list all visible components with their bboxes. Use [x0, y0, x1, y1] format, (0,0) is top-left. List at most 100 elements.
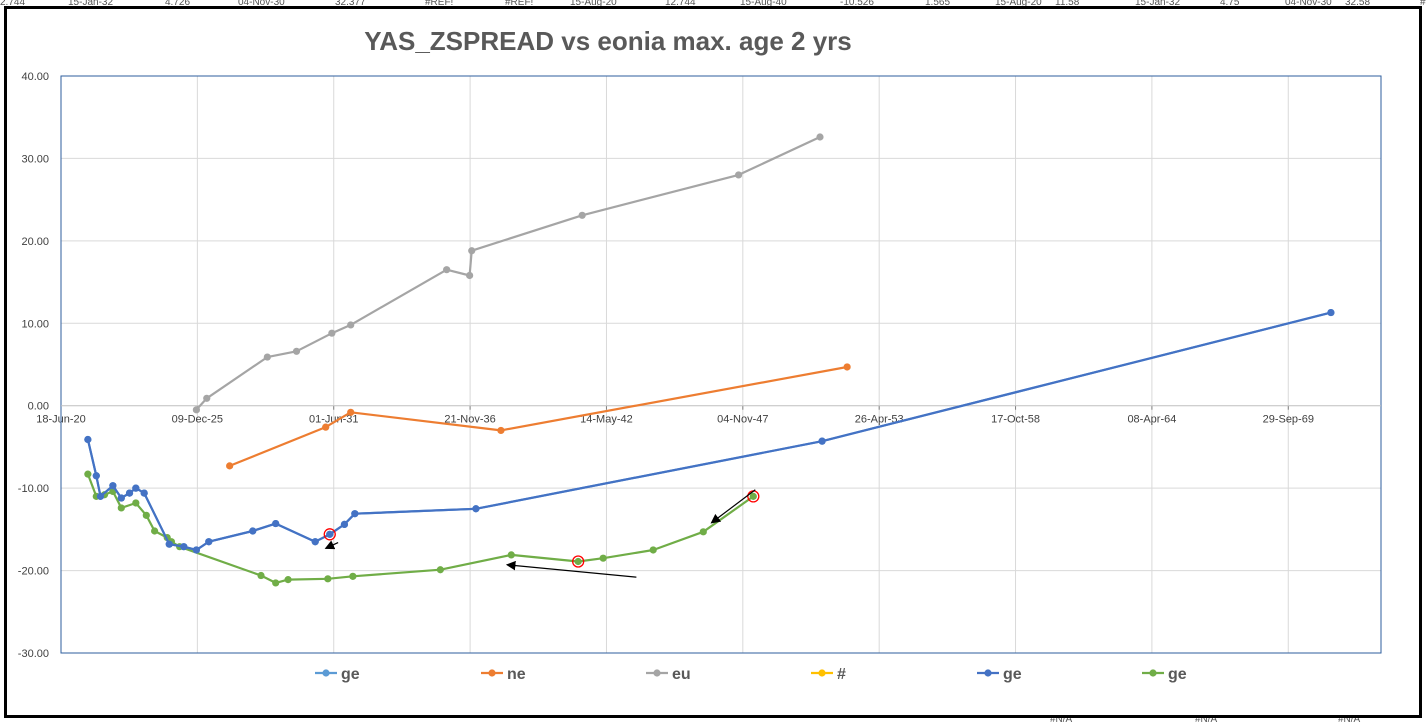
sheet-cell: 32.377 [335, 0, 366, 8]
data-point [292, 347, 301, 355]
data-point [263, 353, 271, 361]
data-point [192, 406, 201, 414]
data-point [272, 519, 280, 528]
data-point [349, 572, 357, 580]
data-point [92, 472, 100, 480]
sheet-cell: 15-Aug-20 [995, 0, 1042, 8]
legend-label: ne [507, 666, 526, 683]
line-chart: YAS_ZSPREAD vs eonia max. age 2 yrs 40.00… [18, 26, 1382, 683]
y-tick-label: 20.00 [21, 236, 49, 248]
data-point [192, 546, 201, 554]
data-point [326, 530, 334, 538]
series-ge-blue [84, 308, 1335, 554]
x-tick-label: 08-Apr-64 [1127, 414, 1176, 426]
series-ge-lightblue [84, 308, 1335, 554]
data-point [109, 482, 117, 490]
data-point [734, 171, 743, 179]
chart-frame[interactable]: YAS_ZSPREAD vs eonia max. age 2 yrs 40.00… [4, 6, 1422, 718]
series-line [86, 311, 1332, 552]
x-tick-label: 09-Dec-25 [172, 414, 223, 426]
data-point [117, 494, 125, 502]
series-line [86, 473, 754, 585]
data-point [226, 462, 234, 470]
x-tick-label: 01-Jun-31 [309, 414, 359, 426]
data-point [132, 499, 140, 507]
spreadsheet-row-background: 2.744 15-Jan-32 4.726 04-Nov-30 32.377 #REF! #… [0, 0, 1428, 8]
y-tick-label: -10.00 [18, 483, 49, 495]
sheet-cell: 1.565 [925, 0, 951, 8]
x-tick-label: 26-Apr-53 [855, 414, 904, 426]
sheet-cell: #N/A [1338, 716, 1361, 724]
legend-marker [1149, 669, 1157, 677]
sheet-cell: 15-Aug-20 [570, 0, 617, 8]
series-ne-orange [226, 363, 851, 470]
legend-item[interactable]: ge [1142, 666, 1187, 683]
data-point [151, 527, 159, 535]
legend-label: # [837, 666, 846, 683]
sheet-cell: 12.744 [665, 0, 696, 8]
sheet-cell: 15-Jan-32 [1135, 0, 1181, 8]
legend-marker [322, 669, 330, 677]
data-point [142, 511, 150, 519]
data-point [699, 528, 707, 536]
data-point [257, 571, 265, 580]
sheet-cell: # [1420, 0, 1426, 8]
plot-area-border [60, 75, 1382, 654]
data-point [468, 247, 476, 255]
data-point [347, 408, 355, 416]
data-point [472, 505, 480, 513]
series-line [195, 136, 821, 411]
data-point [328, 329, 336, 337]
legend-marker [488, 669, 496, 677]
legend-item[interactable]: ge [977, 666, 1022, 683]
data-point [466, 271, 474, 280]
x-tick-label: 21-Nov-36 [444, 414, 495, 426]
sheet-cell: 15-Jan-32 [68, 0, 114, 8]
data-point [443, 266, 451, 274]
x-tick-label: 14-May-42 [580, 414, 633, 426]
data-point [574, 557, 582, 566]
highlight-ring [572, 555, 585, 568]
sheet-cell: 04-Nov-30 [1285, 0, 1332, 8]
data-point [578, 211, 586, 219]
data-point [843, 363, 851, 371]
data-point [324, 575, 332, 583]
sheet-cell: #REF! [425, 0, 454, 8]
data-point [818, 437, 826, 445]
legend-item[interactable]: ne [481, 666, 526, 683]
y-tick-label: 10.00 [21, 318, 49, 330]
annotation-arrow [324, 540, 339, 550]
y-tick-label: -20.00 [18, 566, 49, 578]
x-tick-label: 29-Sep-69 [1263, 414, 1314, 426]
sheet-cell: 4.75 [1220, 0, 1240, 8]
data-point [340, 520, 349, 529]
x-tick-label: 17-Oct-58 [991, 414, 1040, 426]
sheet-cell: 32.58 [1345, 0, 1371, 8]
legend-item[interactable]: # [811, 666, 846, 683]
series-line [86, 311, 1332, 552]
legend-label: ge [1003, 666, 1022, 683]
legend-item[interactable]: eu [646, 666, 691, 683]
series-eu-gray [192, 133, 824, 414]
data-point [205, 538, 213, 546]
data-point [749, 492, 757, 500]
sheet-cell: 11.58 [1055, 0, 1080, 8]
annotation-arrow [505, 560, 637, 578]
data-point [84, 470, 92, 478]
sheet-cell: 15-Aug-40 [740, 0, 787, 8]
highlight-ring [323, 528, 336, 541]
y-tick-label: 40.00 [21, 71, 49, 83]
sheet-cell: #REF! [505, 0, 534, 8]
y-tick-label: -30.00 [18, 648, 49, 660]
legend-marker [818, 669, 826, 677]
data-point [165, 540, 173, 548]
data-point [497, 426, 505, 435]
data-point [203, 394, 211, 402]
data-point [249, 527, 257, 535]
data-point [1327, 308, 1335, 317]
sheet-cell: 4.726 [165, 0, 191, 8]
legend-label: eu [672, 666, 691, 683]
data-point [132, 484, 140, 492]
legend-item[interactable]: ge [315, 666, 360, 683]
data-point [84, 435, 92, 444]
